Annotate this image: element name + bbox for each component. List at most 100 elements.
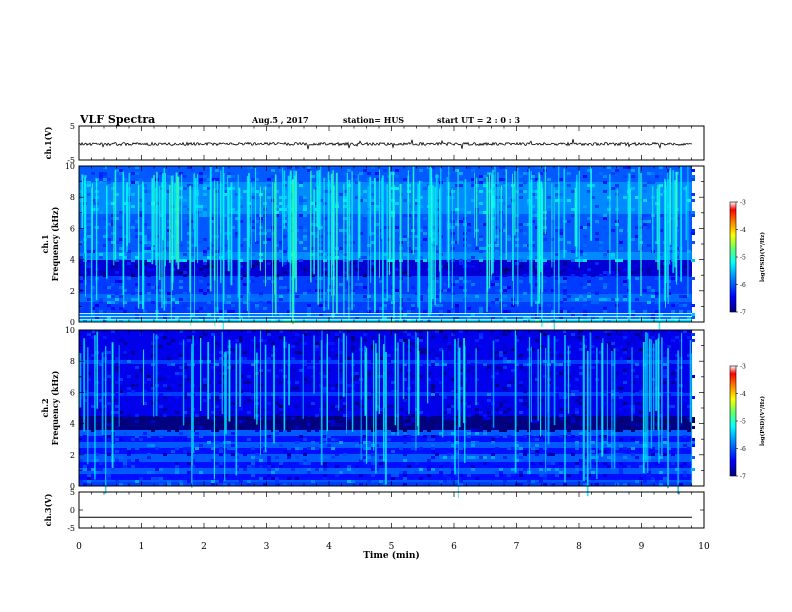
ch2-spectrogram-cell [531, 333, 535, 336]
ch2-spectrogram-cell [339, 330, 343, 333]
ch2-spectrogram-cell [411, 387, 415, 390]
ch1-spectrogram-cell [303, 199, 307, 202]
ch2-spectrogram-cell [211, 333, 215, 336]
ch2-spectrogram-cell [107, 402, 111, 405]
ch1-spectrogram-cell [303, 304, 307, 307]
ch1-spectrogram-cell [199, 241, 203, 244]
ch1-spectrogram-cell [395, 229, 399, 232]
ch1-spectrogram-sferic [313, 189, 315, 275]
ch2-spectrogram-cell [247, 480, 251, 483]
ch1-waveform-ylabel: ch.1(V) [43, 126, 53, 159]
ch2-spectrogram-cell [175, 333, 179, 336]
ch1-spectrogram-cell [643, 244, 647, 247]
ch2-spectrogram-cell [679, 408, 683, 411]
ch2-spectrogram-cell [295, 426, 299, 429]
ch2-spectrogram-cell [251, 456, 255, 459]
ch1-spectrogram-sferic [84, 177, 86, 253]
ch2-spectrogram-cell [491, 480, 495, 483]
ch1-spectrogram-cell [471, 232, 475, 235]
ch2-spectrogram-sferic [182, 339, 185, 426]
ch2-spectrogram-cell [483, 417, 487, 420]
ch1-spectrogram-cell [607, 217, 611, 220]
ch2-spectrogram-cell [199, 336, 203, 339]
ch2-spectrogram-cell [271, 342, 275, 345]
ch1-spectrogram-cell [167, 175, 171, 178]
ch1-spectrogram-cell [103, 271, 107, 274]
ch1-spectrogram-cell [235, 232, 239, 235]
ch1-spectrogram-cell [203, 193, 207, 196]
ch2-spectrogram-cell [403, 423, 407, 426]
ch1-spectrogram-cell [339, 250, 343, 253]
ch1-spectrogram-cell [403, 178, 407, 181]
ch1-spectrogram-cell [323, 301, 327, 304]
ch2-spectrogram-cell [495, 471, 499, 474]
ch1-spectrogram-cell [231, 304, 235, 307]
ch2-spectrogram-cell [687, 462, 691, 465]
ch2-spectrogram-cell [275, 477, 279, 480]
ch1-spectrogram-sferic [153, 175, 155, 246]
ch2-spectrogram-cell [411, 342, 415, 345]
ch1-spectrogram-cell [279, 241, 283, 244]
ch2-spectrogram-sferic [650, 339, 653, 449]
ch2-spectrogram-cell [687, 420, 691, 423]
ch1-spectrogram-cell [267, 229, 271, 232]
ch2-spectrogram-cell [687, 417, 691, 420]
ch2-spectrogram-cell [631, 453, 635, 456]
ch2-spectrogram-cell [471, 441, 475, 444]
ch1-spectrogram-cell [267, 211, 271, 214]
ch1-spectrogram-cell [135, 181, 139, 184]
ch1-spectrogram-sferic [155, 187, 157, 266]
ch1-spectrogram-cell [651, 172, 655, 175]
ch1-spectrogram-cell [535, 313, 539, 316]
ch2-spectrogram-cell [439, 417, 443, 420]
ch1-spectrogram-cell [551, 217, 555, 220]
ch2-spectrogram-cell [179, 432, 183, 435]
ch2-spectrogram-sferic [417, 351, 420, 436]
ch1-spectrogram-cell [531, 289, 535, 292]
ch2-spectrogram-cell [591, 387, 595, 390]
ch2-spectrogram-cell [411, 348, 415, 351]
ch2-spectrogram-cell [331, 348, 335, 351]
ch1-spectrogram-cell [655, 292, 659, 295]
ch2-spectrogram-cell [683, 444, 687, 447]
ch1-spectrogram-sferic [274, 174, 277, 315]
ch2-spectrogram-cell [503, 366, 507, 369]
ch1-spectrogram-cell [187, 298, 191, 301]
ch1-spectrogram-cell [435, 274, 439, 277]
ch2-spectrogram-cell [691, 468, 695, 471]
ch2-spectrogram-cell [183, 396, 187, 399]
ch2-spectrogram-cell [607, 465, 611, 468]
ch2-spectrogram-cell [639, 360, 643, 363]
ch1-spectrogram-cell [107, 226, 111, 229]
ch1-spectrogram-cell [595, 220, 599, 223]
ch1-spectrogram-cell [323, 268, 327, 271]
ch1-spectrogram-cell [607, 208, 611, 211]
ch1-spectrogram-cell [435, 247, 439, 250]
ch2-spectrogram-cell [471, 429, 475, 432]
ch1-spectrogram-band [79, 270, 692, 272]
ch1-spectrogram-cell [315, 289, 319, 292]
ch1-spectrogram-cell [127, 253, 131, 256]
ch2-spectrogram-cell [675, 468, 679, 471]
ch1-spectrogram-cell [207, 265, 211, 268]
ch2-spectrogram-cell [323, 477, 327, 480]
ch1-spectrogram-band [79, 216, 692, 218]
ch2-spectrogram-cell [591, 459, 595, 462]
ch2-spectrogram-cell [687, 447, 691, 450]
ch2-spectrogram-cell [291, 357, 295, 360]
ch1-spectrogram-cell [379, 181, 383, 184]
ch1-spectrogram-sferic [687, 166, 689, 297]
ch1-spectrogram-cell [227, 295, 231, 298]
ch2-spectrogram-cell [671, 453, 675, 456]
ch2-spectrogram-cell [639, 363, 643, 366]
ch1-spectrogram-y-tick-label: 10 [65, 162, 75, 171]
ch2-spectrogram-cell [683, 423, 687, 426]
ch1-spectrogram-cell [91, 307, 95, 310]
ch1-spectrogram-cell [403, 319, 407, 322]
ch1-spectrogram-cell [243, 190, 247, 193]
ch1-spectrogram-cell [267, 262, 271, 265]
ch2-spectrogram-cell [99, 438, 103, 441]
ch1-spectrogram-cell [203, 265, 207, 268]
ch2-spectrogram-cell [295, 450, 299, 453]
ch1-spectrogram-cell [659, 253, 663, 256]
